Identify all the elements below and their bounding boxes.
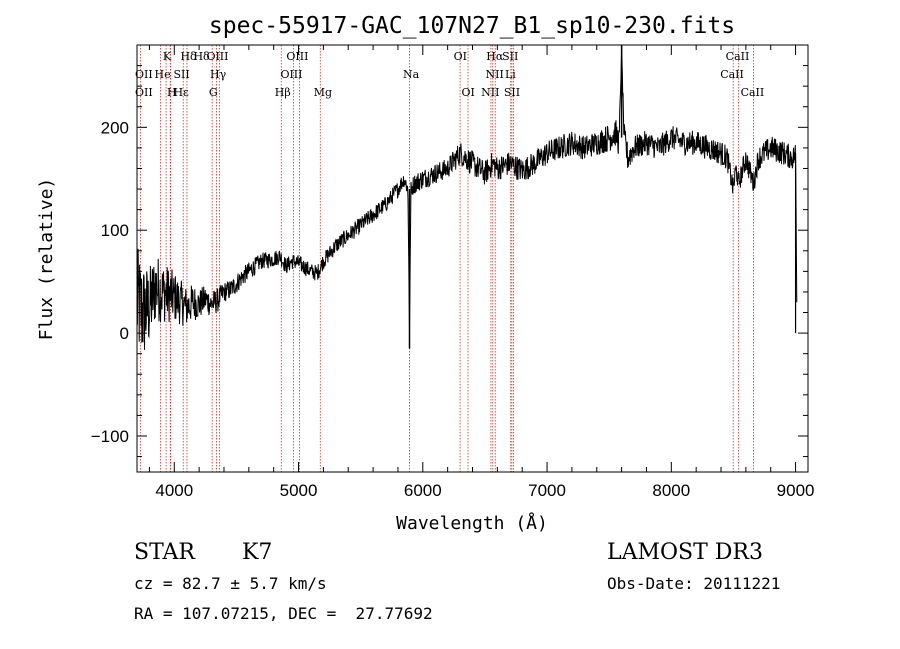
spectral-line-label: OII xyxy=(135,68,153,81)
spectral-line-label: SII xyxy=(504,86,520,99)
object-class: STAR xyxy=(134,540,196,565)
axis-tick-labels: 4000 5000 6000 7000 8000 9000 −100 0 100 200 xyxy=(91,118,815,500)
obs-date: Obs-Date: 20111221 xyxy=(607,574,780,593)
spectral-line-label: G xyxy=(209,86,218,99)
spectral-line-label: OIII xyxy=(206,50,228,63)
coordinates: RA = 107.07215, DEC = 27.77692 xyxy=(134,604,433,623)
spectral-line-label: CaII xyxy=(741,86,765,99)
plot-frame xyxy=(136,44,809,473)
spectral-line-label: SII xyxy=(173,68,189,81)
redshift-readout: cz = 82.7 ± 5.7 km/s xyxy=(134,574,327,593)
spectral-line-label: Mg xyxy=(314,86,332,99)
survey-name: LAMOST DR3 xyxy=(607,540,763,565)
spectral-line-label: He xyxy=(155,68,171,81)
y-tick-label: −100 xyxy=(91,427,129,446)
spectral-line-label: Hα xyxy=(486,50,504,63)
spectral-line-label: Hγ xyxy=(210,68,227,81)
axis-ticks xyxy=(137,45,808,472)
spectral-line-label: OI xyxy=(462,86,475,99)
y-tick-label: 100 xyxy=(101,221,129,240)
spectral-line-label: Hδ xyxy=(180,50,197,63)
x-tick-label: 4000 xyxy=(155,481,193,500)
x-tick-label: 9000 xyxy=(777,481,815,500)
spectral-line-label: H xyxy=(167,86,177,99)
spectral-line-label: CaII xyxy=(726,50,750,63)
spectral-line-label: SII xyxy=(502,50,518,63)
y-axis-label: Flux (relative) xyxy=(36,178,57,341)
spectral-line-label: K xyxy=(163,50,172,63)
x-axis-label: Wavelength (Å) xyxy=(396,512,548,534)
y-tick-label: 200 xyxy=(101,118,129,137)
spectral-line-label: NII xyxy=(481,86,499,99)
chart-title: spec-55917-GAC_107N27_B1_sp10-230.fits xyxy=(209,13,735,39)
x-tick-label: 6000 xyxy=(404,481,442,500)
object-subclass: K7 xyxy=(242,540,272,565)
x-tick-label: 5000 xyxy=(280,481,318,500)
spectral-line-label: OII xyxy=(135,86,153,99)
spectral-line-label: Hδ xyxy=(193,50,210,63)
spectral-line-label: Li xyxy=(505,68,516,81)
spectral-line-markers xyxy=(139,45,754,472)
spectral-line-label: OI xyxy=(454,50,467,63)
y-tick-label: 0 xyxy=(120,324,129,343)
x-tick-label: 7000 xyxy=(528,481,566,500)
spectral-line-label: Hε xyxy=(174,86,190,99)
spectrum-line xyxy=(136,50,798,350)
spectral-line-label: OIII xyxy=(286,50,308,63)
spectral-line-label: Hβ xyxy=(275,86,291,99)
spectral-line-label: CaII xyxy=(720,68,744,81)
spectral-line-label: OIII xyxy=(280,68,302,81)
spectral-line-label: Na xyxy=(403,68,420,81)
spectral-line-label: NII xyxy=(485,68,503,81)
x-tick-label: 8000 xyxy=(652,481,690,500)
spectrum-series xyxy=(136,45,798,350)
